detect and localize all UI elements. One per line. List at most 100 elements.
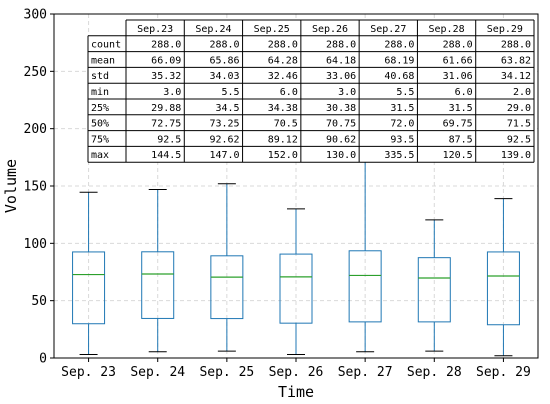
- table-col-header: Sep.29: [487, 24, 523, 35]
- table-cell: 130.0: [326, 150, 356, 161]
- y-tick-label: 0: [39, 352, 47, 367]
- y-tick-label: 100: [24, 237, 47, 252]
- table-col-header: Sep.24: [195, 24, 231, 35]
- box-series: [72, 156, 520, 357]
- table-row-label: max: [91, 150, 109, 161]
- box-iqr: [417, 257, 451, 323]
- table-cell: 66.09: [151, 55, 181, 66]
- table-cell: 32.46: [268, 71, 298, 82]
- box-Sep.29: [486, 198, 520, 357]
- table-cell: 3.0: [338, 87, 356, 98]
- box-Sep.25: [210, 183, 244, 352]
- table-cell: 120.5: [443, 150, 473, 161]
- box-iqr: [141, 251, 175, 319]
- table-cell: 63.82: [501, 55, 531, 66]
- x-tick-label: Sep. 27: [338, 365, 393, 380]
- box-iqr: [72, 251, 106, 325]
- table-cell: 87.5: [449, 134, 473, 145]
- table-cell: 70.75: [326, 119, 356, 130]
- table-cell: 65.86: [209, 55, 239, 66]
- table-cell: 5.5: [222, 87, 240, 98]
- table-row-label: count: [91, 40, 121, 51]
- table-cell: 35.32: [151, 71, 181, 82]
- box-iqr: [210, 255, 244, 320]
- summary-table: Sep.23 Sep.24 Sep.25 Sep.26 Sep.27 Sep.28 Sep.…: [87, 19, 535, 163]
- table-cell: 144.5: [151, 150, 181, 161]
- table-row-label: 75%: [91, 134, 109, 145]
- table-cell: 31.5: [449, 103, 473, 114]
- y-axis-label: Volume: [2, 159, 20, 213]
- table-header-bg: [126, 20, 534, 36]
- table-cell: 139.0: [501, 150, 531, 161]
- table-cell: 33.06: [326, 71, 356, 82]
- box-iqr: [279, 253, 313, 324]
- table-cell: 61.66: [443, 55, 473, 66]
- table-col-header: Sep.26: [312, 24, 348, 35]
- table-cell: 72.0: [390, 119, 414, 130]
- box-iqr: [486, 251, 520, 326]
- y-tick-label: 250: [24, 65, 47, 80]
- table-cell: 29.88: [151, 103, 181, 114]
- table-cell: 288.0: [209, 40, 239, 51]
- table-col-header: Sep.25: [254, 24, 290, 35]
- table-row-label: min: [91, 87, 109, 98]
- x-axis-label: Time: [278, 383, 314, 401]
- table-cell: 152.0: [268, 150, 298, 161]
- table-cell: 34.12: [501, 71, 531, 82]
- table-col-header: Sep.27: [370, 24, 406, 35]
- table-row-label: mean: [91, 55, 115, 66]
- table-cell: 68.19: [384, 55, 414, 66]
- table-cell: 72.75: [151, 119, 181, 130]
- y-tick-label: 150: [24, 180, 47, 195]
- table-cell: 288.0: [151, 40, 181, 51]
- table-cell: 64.18: [326, 55, 356, 66]
- box-Sep.28: [417, 219, 451, 352]
- box-Sep.24: [141, 188, 175, 353]
- table-cell: 34.5: [215, 103, 239, 114]
- x-tick-label: Sep. 29: [476, 365, 531, 380]
- y-axis-ticks: 0 50 100 150 200 250 300: [24, 8, 54, 367]
- table-cell: 6.0: [455, 87, 473, 98]
- box-Sep.23: [72, 191, 106, 356]
- table-cell: 93.5: [390, 134, 414, 145]
- table-cell: 92.5: [507, 134, 531, 145]
- table-row-label: std: [91, 71, 109, 82]
- table-row-label: 25%: [91, 103, 109, 114]
- table-cell: 90.62: [326, 134, 356, 145]
- x-tick-label: Sep. 26: [269, 365, 324, 380]
- box-iqr: [348, 250, 382, 323]
- table-cell: 31.5: [390, 103, 414, 114]
- x-tick-label: Sep. 28: [407, 365, 462, 380]
- table-cell: 288.0: [443, 40, 473, 51]
- table-cell: 34.03: [209, 71, 239, 82]
- table-cell: 288.0: [326, 40, 356, 51]
- table-cell: 73.25: [209, 119, 239, 130]
- x-axis-ticks: Sep. 23 Sep. 24 Sep. 25 Sep. 26 Sep. 27 Sep. …: [61, 358, 531, 380]
- table-cell: 69.75: [443, 119, 473, 130]
- table-cell: 70.5: [274, 119, 298, 130]
- table-cell: 89.12: [268, 134, 298, 145]
- table-cell: 40.68: [384, 71, 414, 82]
- table-col-header: Sep.23: [137, 24, 173, 35]
- table-cell: 2.0: [513, 87, 531, 98]
- table-cell: 3.0: [163, 87, 181, 98]
- table-col-header: Sep.28: [429, 24, 465, 35]
- x-tick-label: Sep. 24: [130, 365, 185, 380]
- x-tick-label: Sep. 23: [61, 365, 116, 380]
- x-tick-label: Sep. 25: [199, 365, 254, 380]
- y-tick-label: 300: [24, 8, 47, 23]
- table-cell: 288.0: [501, 40, 531, 51]
- table-cell: 71.5: [507, 119, 531, 130]
- y-tick-label: 50: [31, 294, 47, 309]
- table-cell: 288.0: [268, 40, 298, 51]
- table-cell: 5.5: [396, 87, 414, 98]
- table-cell: 335.5: [384, 150, 414, 161]
- table-cell: 6.0: [280, 87, 298, 98]
- table-cell: 29.0: [507, 103, 531, 114]
- table-cell: 31.06: [443, 71, 473, 82]
- table-cell: 64.28: [268, 55, 298, 66]
- box-Sep.26: [279, 208, 313, 356]
- table-cell: 34.38: [268, 103, 298, 114]
- table-cell: 147.0: [209, 150, 239, 161]
